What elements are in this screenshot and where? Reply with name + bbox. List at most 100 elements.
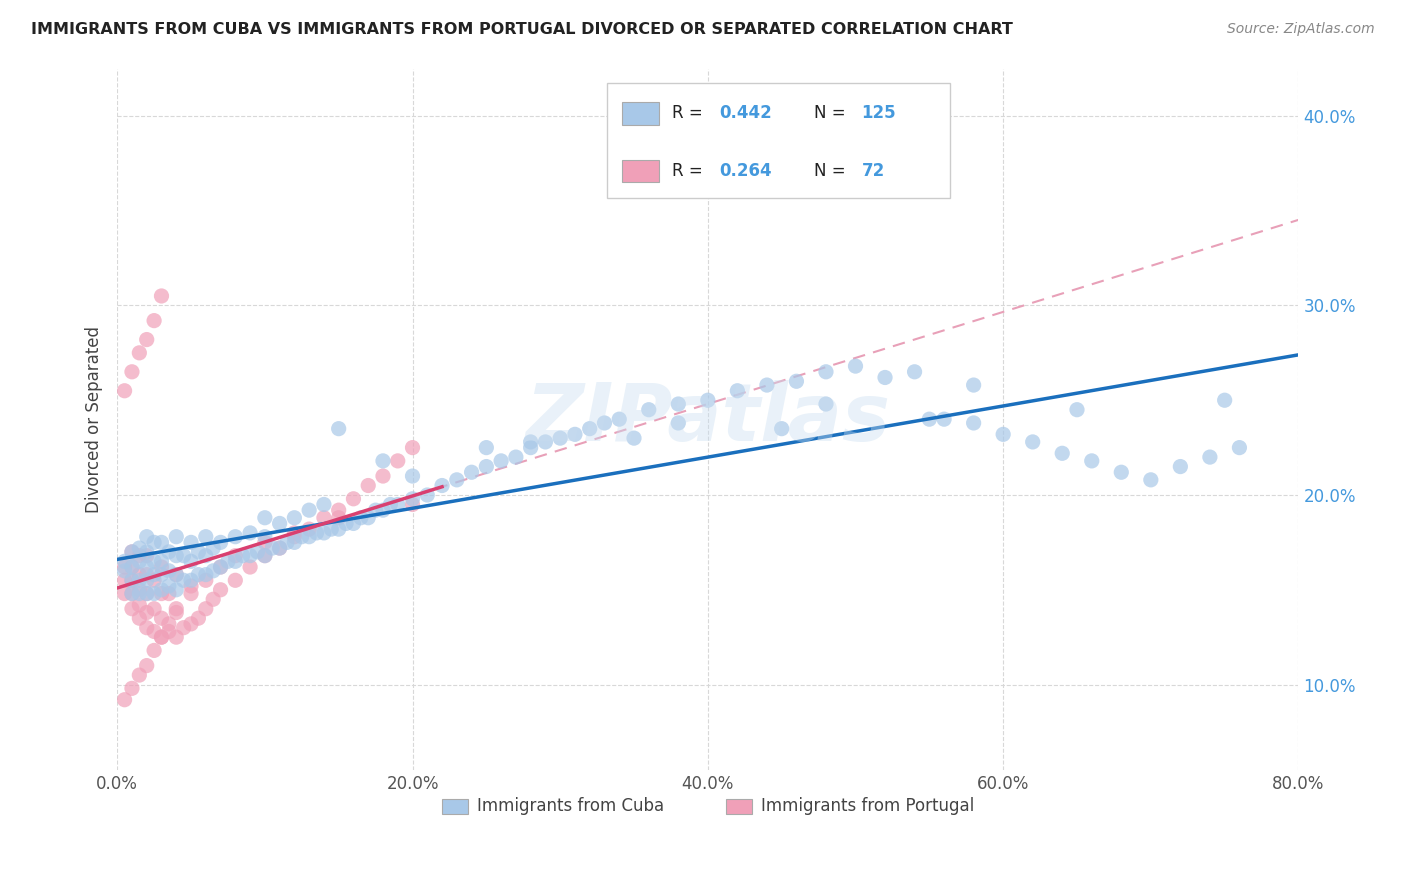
Point	[128, 541, 150, 555]
Point	[157, 586, 180, 600]
Point	[165, 567, 187, 582]
Text: 0.264: 0.264	[720, 162, 772, 180]
Point	[209, 560, 232, 574]
Point	[269, 541, 291, 555]
Point	[202, 564, 225, 578]
Text: 125: 125	[862, 104, 896, 122]
Point	[180, 616, 202, 631]
Point	[401, 498, 423, 512]
Point	[150, 560, 173, 574]
Point	[357, 478, 380, 492]
Point	[143, 554, 166, 568]
Point	[1021, 434, 1043, 449]
Point	[1213, 393, 1236, 408]
Point	[283, 530, 305, 544]
Point	[194, 530, 217, 544]
Bar	[621, 103, 659, 125]
Point	[209, 535, 232, 549]
Text: R =: R =	[672, 104, 703, 122]
Point	[128, 668, 150, 682]
Point	[114, 554, 136, 568]
Point	[283, 535, 305, 549]
Point	[416, 488, 439, 502]
Point	[328, 503, 350, 517]
Text: N =: N =	[814, 162, 846, 180]
Point	[157, 545, 180, 559]
Point	[150, 582, 173, 597]
Point	[666, 416, 689, 430]
Point	[312, 510, 335, 524]
Point	[121, 601, 143, 615]
Point	[489, 454, 512, 468]
Point	[785, 374, 807, 388]
Point	[725, 384, 748, 398]
Point	[962, 378, 984, 392]
Point	[371, 503, 394, 517]
Point	[246, 545, 269, 559]
Point	[371, 454, 394, 468]
Point	[239, 549, 262, 563]
Point	[312, 498, 335, 512]
Text: ZIPatlas: ZIPatlas	[526, 380, 890, 458]
Point	[666, 397, 689, 411]
Point	[305, 525, 328, 540]
Point	[253, 530, 276, 544]
Point	[135, 658, 157, 673]
Point	[135, 606, 157, 620]
Point	[180, 535, 202, 549]
Point	[202, 541, 225, 555]
Point	[430, 478, 453, 492]
Point	[135, 567, 157, 582]
Point	[150, 289, 173, 303]
Point	[165, 582, 187, 597]
Point	[128, 611, 150, 625]
Point	[519, 434, 541, 449]
Point	[814, 365, 837, 379]
Point	[157, 616, 180, 631]
Point	[387, 454, 409, 468]
Point	[165, 606, 187, 620]
Point	[364, 503, 387, 517]
Point	[121, 574, 143, 588]
Point	[371, 469, 394, 483]
Point	[143, 574, 166, 588]
Point	[770, 422, 793, 436]
Point	[165, 530, 187, 544]
Point	[194, 549, 217, 563]
Point	[121, 365, 143, 379]
Point	[1199, 450, 1222, 464]
Point	[350, 510, 373, 524]
Point	[1111, 465, 1133, 479]
Point	[232, 549, 254, 563]
Point	[534, 434, 557, 449]
Point	[475, 459, 498, 474]
Point	[335, 516, 357, 531]
Point	[224, 554, 246, 568]
Point	[918, 412, 941, 426]
Point	[121, 560, 143, 574]
Point	[814, 397, 837, 411]
Point	[328, 522, 350, 536]
Point	[180, 554, 202, 568]
Point	[121, 586, 143, 600]
Point	[165, 630, 187, 644]
Point	[150, 630, 173, 644]
Point	[475, 441, 498, 455]
Point	[253, 510, 276, 524]
Point	[121, 545, 143, 559]
Point	[187, 567, 209, 582]
Bar	[441, 798, 468, 814]
Point	[114, 586, 136, 600]
Point	[962, 416, 984, 430]
Point	[135, 530, 157, 544]
Text: Source: ZipAtlas.com: Source: ZipAtlas.com	[1227, 22, 1375, 37]
Text: Immigrants from Portugal: Immigrants from Portugal	[761, 797, 974, 815]
Point	[342, 491, 364, 506]
Point	[401, 469, 423, 483]
Point	[114, 384, 136, 398]
Point	[298, 522, 321, 536]
Point	[564, 427, 586, 442]
Point	[128, 554, 150, 568]
Point	[165, 549, 187, 563]
Point	[298, 530, 321, 544]
